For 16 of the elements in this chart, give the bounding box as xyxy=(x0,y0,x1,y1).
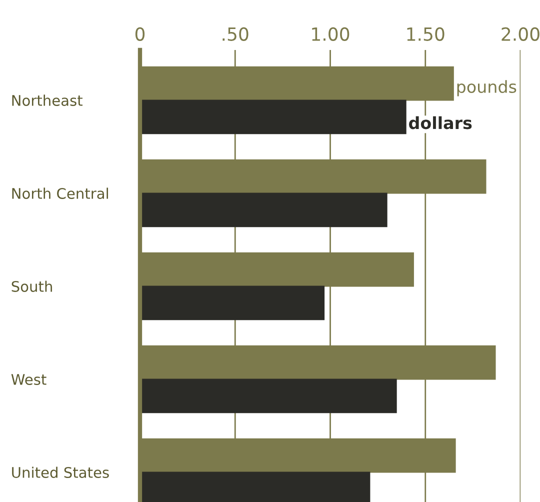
bar xyxy=(140,100,406,134)
y-tick-label: United States xyxy=(12,466,109,478)
y-tick-label: North Central xyxy=(12,188,108,199)
series-label: dollars xyxy=(409,116,472,130)
y-tick-label: South xyxy=(12,280,52,292)
x-tick-label: 0 xyxy=(135,27,145,41)
x-tick-label: 1.00 xyxy=(312,27,350,41)
y-tick-label: West xyxy=(11,374,46,385)
bar xyxy=(140,378,397,414)
x-tick-label: 2.00 xyxy=(502,27,540,41)
series-label: pounds xyxy=(457,80,516,96)
bar xyxy=(140,286,325,320)
y-tick-label: Northeast xyxy=(12,94,82,106)
x-tick-label: .50 xyxy=(222,27,248,41)
x-tick-label: 1.50 xyxy=(407,27,444,41)
bar xyxy=(140,192,388,228)
